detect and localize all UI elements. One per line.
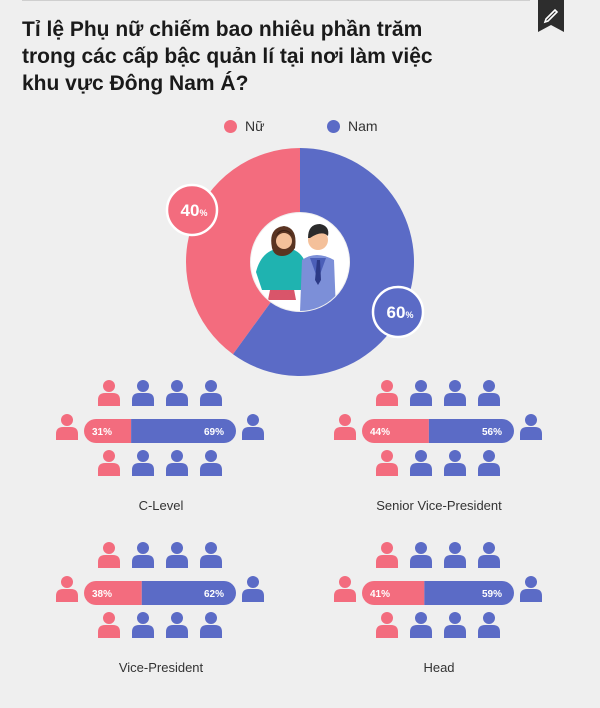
legend-swatch-male xyxy=(327,119,340,133)
person-icon xyxy=(444,612,466,638)
person-icon xyxy=(200,380,222,406)
donut-label-male: 60% xyxy=(371,285,425,339)
person-icon xyxy=(132,380,154,406)
svg-text:40%: 40% xyxy=(181,201,208,220)
category-label: Head xyxy=(423,660,454,675)
donut-chart: 40% 60% xyxy=(165,148,425,376)
donut-label-female: 40% xyxy=(165,183,219,237)
person-icon xyxy=(410,450,432,476)
person-icon xyxy=(376,380,398,406)
bar-label-male: 59% xyxy=(482,589,502,600)
bar-label-male: 69% xyxy=(204,427,224,438)
bookmark-pencil-icon xyxy=(538,0,564,32)
person-icon xyxy=(444,450,466,476)
level-group-0: 31% 69% C-Level xyxy=(56,380,264,513)
bar-segment-female xyxy=(362,581,425,605)
person-icon xyxy=(334,414,356,440)
person-icon xyxy=(166,542,188,568)
person-icon xyxy=(520,414,542,440)
person-icon xyxy=(242,414,264,440)
bar-label-female: 41% xyxy=(370,589,390,600)
person-icon xyxy=(98,612,120,638)
bar-label-male: 56% xyxy=(482,427,502,438)
level-bars-chart: 31% 69% C-Level 44% 56% Senior Vice-President… xyxy=(56,380,542,675)
person-icon xyxy=(166,450,188,476)
person-icon xyxy=(376,612,398,638)
level-group-3: 41% 59% Head xyxy=(334,542,542,675)
person-icon xyxy=(444,542,466,568)
bar-segment-female xyxy=(362,419,429,443)
category-label: Senior Vice-President xyxy=(376,498,502,513)
title-line-1: Tỉ lệ Phụ nữ chiếm bao nhiêu phần trăm xyxy=(22,18,423,41)
bar-segment-male xyxy=(131,419,236,443)
title-line-2: trong các cấp bậc quản lí tại nơi làm vi… xyxy=(22,45,433,68)
person-icon xyxy=(200,542,222,568)
person-icon xyxy=(166,380,188,406)
category-label: Vice-President xyxy=(119,660,204,675)
title-line-3: khu vực Đông Nam Á? xyxy=(22,72,249,95)
bar-segment-female xyxy=(84,581,142,605)
person-icon xyxy=(478,450,500,476)
stacked-bar xyxy=(84,419,236,443)
person-icon xyxy=(98,450,120,476)
person-icon xyxy=(132,450,154,476)
donut-slice-male xyxy=(232,148,414,376)
bar-segment-male xyxy=(428,419,514,443)
bar-segment-female xyxy=(84,419,132,443)
legend-item-male: Nam xyxy=(327,118,378,134)
bar-label-female: 31% xyxy=(92,427,112,438)
person-icon xyxy=(132,612,154,638)
bar-label-male: 62% xyxy=(204,589,224,600)
person-icon xyxy=(98,380,120,406)
level-group-1: 44% 56% Senior Vice-President xyxy=(334,380,542,513)
stacked-bar xyxy=(362,581,514,605)
category-label: C-Level xyxy=(139,498,184,513)
person-icon xyxy=(520,576,542,602)
person-icon xyxy=(410,612,432,638)
person-icon xyxy=(478,542,500,568)
person-icon xyxy=(334,576,356,602)
bar-segment-male xyxy=(141,581,236,605)
person-icon xyxy=(200,612,222,638)
person-icon xyxy=(410,542,432,568)
person-icon xyxy=(98,542,120,568)
legend-item-female: Nữ xyxy=(224,118,264,134)
bar-label-female: 38% xyxy=(92,589,112,600)
person-icon xyxy=(242,576,264,602)
person-icon xyxy=(132,542,154,568)
stacked-bar xyxy=(362,419,514,443)
legend-label-female: Nữ xyxy=(245,118,265,134)
person-icon xyxy=(478,380,500,406)
legend: Nữ Nam xyxy=(0,118,600,138)
person-icon xyxy=(56,576,78,602)
person-icon xyxy=(200,450,222,476)
person-icon xyxy=(478,612,500,638)
svg-text:60%: 60% xyxy=(387,303,414,322)
legend-label-male: Nam xyxy=(348,118,378,134)
legend-swatch-female xyxy=(224,119,237,133)
person-icon xyxy=(56,414,78,440)
couple-illustration xyxy=(256,224,336,311)
bar-label-female: 44% xyxy=(370,427,390,438)
bar-segment-male xyxy=(424,581,514,605)
top-divider xyxy=(22,0,530,1)
person-icon xyxy=(410,380,432,406)
level-group-2: 38% 62% Vice-President xyxy=(56,542,264,675)
stacked-bar xyxy=(84,581,236,605)
chart-title: Tỉ lệ Phụ nữ chiếm bao nhiêu phần trăm t… xyxy=(22,16,502,97)
person-icon xyxy=(166,612,188,638)
person-icon xyxy=(376,542,398,568)
person-icon xyxy=(444,380,466,406)
person-icon xyxy=(376,450,398,476)
